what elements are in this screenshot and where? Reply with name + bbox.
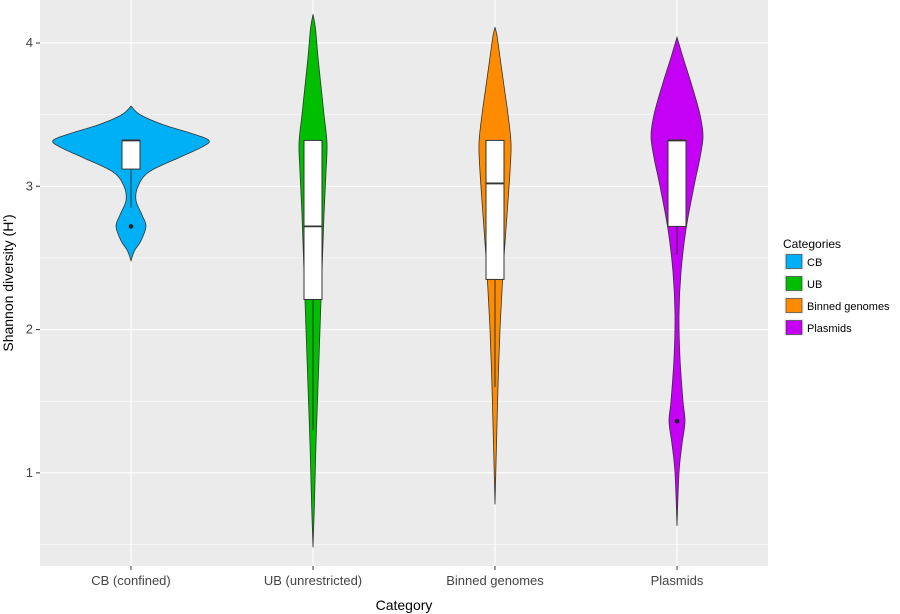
y-axis-ticks: 1 2 3 4 bbox=[26, 35, 40, 480]
y-tick-label: 1 bbox=[26, 465, 33, 480]
x-axis-ticks: CB (confined) UB (unrestricted) Binned gen… bbox=[91, 566, 704, 588]
x-tick-label: Binned genomes bbox=[446, 573, 544, 588]
x-tick-label: UB (unrestricted) bbox=[264, 573, 362, 588]
y-tick-label: 2 bbox=[26, 322, 33, 337]
legend-label: UB bbox=[807, 279, 822, 291]
legend-title: Categories bbox=[783, 237, 841, 251]
legend-label: Plasmids bbox=[807, 323, 852, 335]
legend-swatch bbox=[785, 320, 803, 335]
legend: Categories CB UB Binned genomes Plasmids bbox=[783, 237, 890, 336]
y-tick-label: 4 bbox=[26, 35, 33, 50]
legend-label: Binned genomes bbox=[807, 301, 890, 313]
box-iqr bbox=[485, 139, 505, 280]
violin-plasmids bbox=[650, 35, 704, 526]
outlier-point bbox=[674, 418, 680, 424]
y-axis-title: Shannon diversity (H') bbox=[0, 214, 16, 351]
y-tick-label: 3 bbox=[26, 178, 33, 193]
legend-label: CB bbox=[807, 257, 822, 269]
box-iqr bbox=[303, 139, 323, 300]
x-axis-title: Category bbox=[376, 597, 433, 613]
violins bbox=[52, 14, 704, 548]
x-tick-label: Plasmids bbox=[651, 573, 704, 588]
panel-background bbox=[40, 0, 768, 566]
x-tick-label: CB (confined) bbox=[91, 573, 170, 588]
legend-swatch bbox=[785, 276, 803, 291]
legend-swatch bbox=[785, 254, 803, 269]
outlier-point bbox=[128, 224, 134, 229]
legend-swatch bbox=[785, 298, 803, 313]
box-iqr bbox=[667, 139, 687, 227]
box-iqr bbox=[121, 139, 141, 170]
